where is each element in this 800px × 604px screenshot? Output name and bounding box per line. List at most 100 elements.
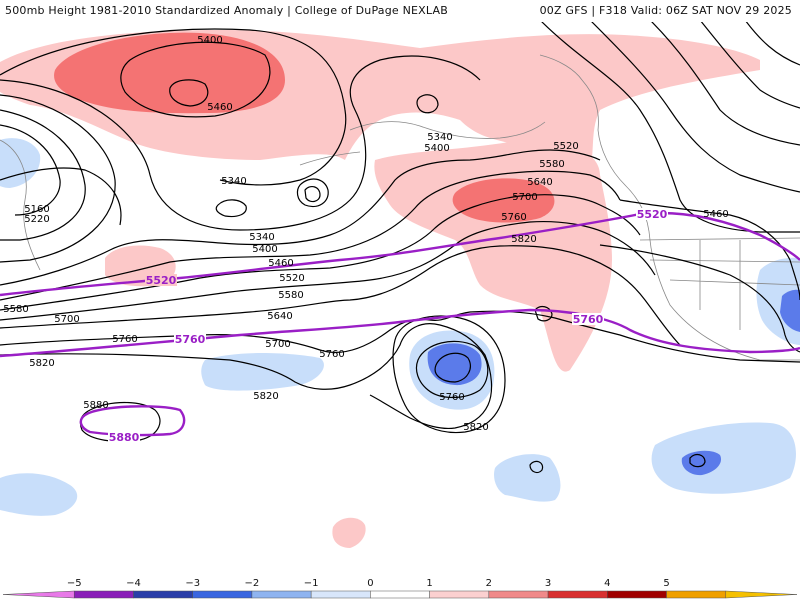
contour-label: 5700 [265, 339, 290, 350]
height-contour [689, 453, 706, 468]
contour-label: 5640 [527, 177, 552, 188]
negative-anomaly-region [0, 138, 41, 188]
colorbar-swatch [607, 590, 667, 599]
contour-label: 5640 [267, 311, 292, 322]
colorbar-swatch [251, 590, 312, 599]
label-backdrop [174, 333, 206, 345]
height-contour [0, 167, 122, 226]
colorbar-tick-label: −3 [185, 578, 200, 589]
colorbar-ticks: −5 −4 −3 −2 −1 0 1 2 3 4 5 [67, 578, 670, 589]
height-contour [0, 124, 61, 216]
reference-contour-label: 5760 [573, 313, 604, 326]
reference-contour-label: 5520 [637, 208, 668, 221]
colorbar-swatch [73, 590, 134, 599]
contour-label: 5700 [54, 314, 79, 325]
colorbar-tick-label: −2 [245, 578, 260, 589]
colorbar-tick-label: −4 [126, 578, 141, 589]
label-backdrop [572, 313, 604, 325]
coastline [349, 121, 546, 139]
height-contour [0, 149, 601, 286]
height-contour [745, 22, 800, 66]
contour-label: 5820 [29, 358, 54, 369]
height-contour [415, 340, 489, 399]
height-contour [0, 221, 656, 321]
contour-labels: 5400 5460 5340 5400 5340 5160 5220 5340 … [3, 35, 728, 433]
coastline [539, 54, 800, 361]
contour-label: 5700 [512, 192, 537, 203]
height-contour [416, 94, 439, 114]
height-contour [0, 28, 347, 186]
height-contour [296, 178, 329, 208]
height-contour [529, 460, 544, 474]
contour-label: 5400 [197, 35, 222, 46]
height-contour [591, 22, 800, 193]
negative-anomaly-region [494, 454, 561, 502]
label-backdrop [145, 274, 177, 286]
contour-label: 5820 [511, 234, 536, 245]
contour-label: 5460 [703, 209, 728, 220]
height-contour [0, 109, 86, 241]
map-title: 500mb Height 1981-2010 Standardized Anom… [5, 4, 448, 17]
reference-contour-label: 5520 [146, 274, 177, 287]
model-run-info: 00Z GFS | F318 Valid: 06Z SAT NOV 29 202… [539, 4, 792, 17]
colorbar-svg: −5 −4 −3 −2 −1 0 1 2 3 4 5 [2, 578, 798, 599]
contour-label: 5460 [268, 258, 293, 269]
height-contour [599, 244, 800, 353]
contour-label: 5820 [463, 422, 488, 433]
coastlines [0, 54, 800, 361]
state-border [639, 237, 800, 330]
height-contour [434, 352, 471, 383]
colorbar-swatch [488, 590, 549, 599]
colorbar-swatch [2, 590, 75, 599]
colorbar-tick-label: 2 [486, 578, 492, 589]
colorbar-tick-label: 4 [604, 578, 610, 589]
coastline [0, 139, 41, 271]
height-contour [651, 22, 800, 146]
colorbar-swatch [310, 590, 371, 599]
strong-positive-anomaly-region [54, 32, 285, 114]
height-contour [534, 305, 553, 322]
colorbar-tick-label: −5 [67, 578, 82, 589]
anomaly-shading [0, 30, 800, 548]
height-contour [0, 245, 681, 346]
colorbar-swatch [547, 590, 608, 599]
contour-label: 5400 [252, 244, 277, 255]
contour-label: 5460 [207, 102, 232, 113]
coastline [299, 151, 361, 166]
contour-label: 5580 [3, 304, 28, 315]
map-header: 500mb Height 1981-2010 Standardized Anom… [0, 0, 800, 22]
height-contour [541, 22, 800, 233]
colorbar-tick-label: 5 [663, 578, 669, 589]
reference-contour-labels: 5520 5760 5880 5520 5760 [108, 208, 668, 444]
colorbar-tick-label: −1 [304, 578, 319, 589]
contour-label: 5760 [439, 392, 464, 403]
colorbar-swatch [725, 590, 798, 599]
contour-label: 5820 [253, 391, 278, 402]
height-contour [304, 185, 321, 203]
height-contour [169, 79, 209, 107]
colorbar-swatch [133, 590, 193, 599]
map-area: 5400 5460 5340 5400 5340 5160 5220 5340 … [0, 22, 800, 575]
label-backdrop [636, 208, 668, 220]
colorbar-swatch [429, 590, 490, 599]
contour-label: 5220 [24, 214, 49, 225]
contour-label: 5760 [319, 349, 344, 360]
height-contour [120, 41, 271, 118]
colorbar-tick-label: 0 [367, 578, 373, 589]
height-contour [215, 199, 247, 218]
strong-positive-anomaly-region [452, 178, 555, 223]
reference-contour-label: 5760 [175, 333, 206, 346]
contour-label: 5760 [501, 212, 526, 223]
height-contour [0, 55, 481, 231]
contour-label: 5160 [24, 204, 49, 215]
height-contours [0, 22, 800, 474]
contour-label: 5340 [221, 176, 246, 187]
contour-label: 5580 [539, 159, 564, 170]
contour-label: 5340 [249, 232, 274, 243]
colorbar-tick-label: 1 [426, 578, 432, 589]
contour-label: 5880 [83, 400, 108, 411]
strong-negative-anomaly-region [780, 289, 800, 332]
height-contour [619, 199, 800, 301]
colorbar-swatch [192, 590, 253, 599]
